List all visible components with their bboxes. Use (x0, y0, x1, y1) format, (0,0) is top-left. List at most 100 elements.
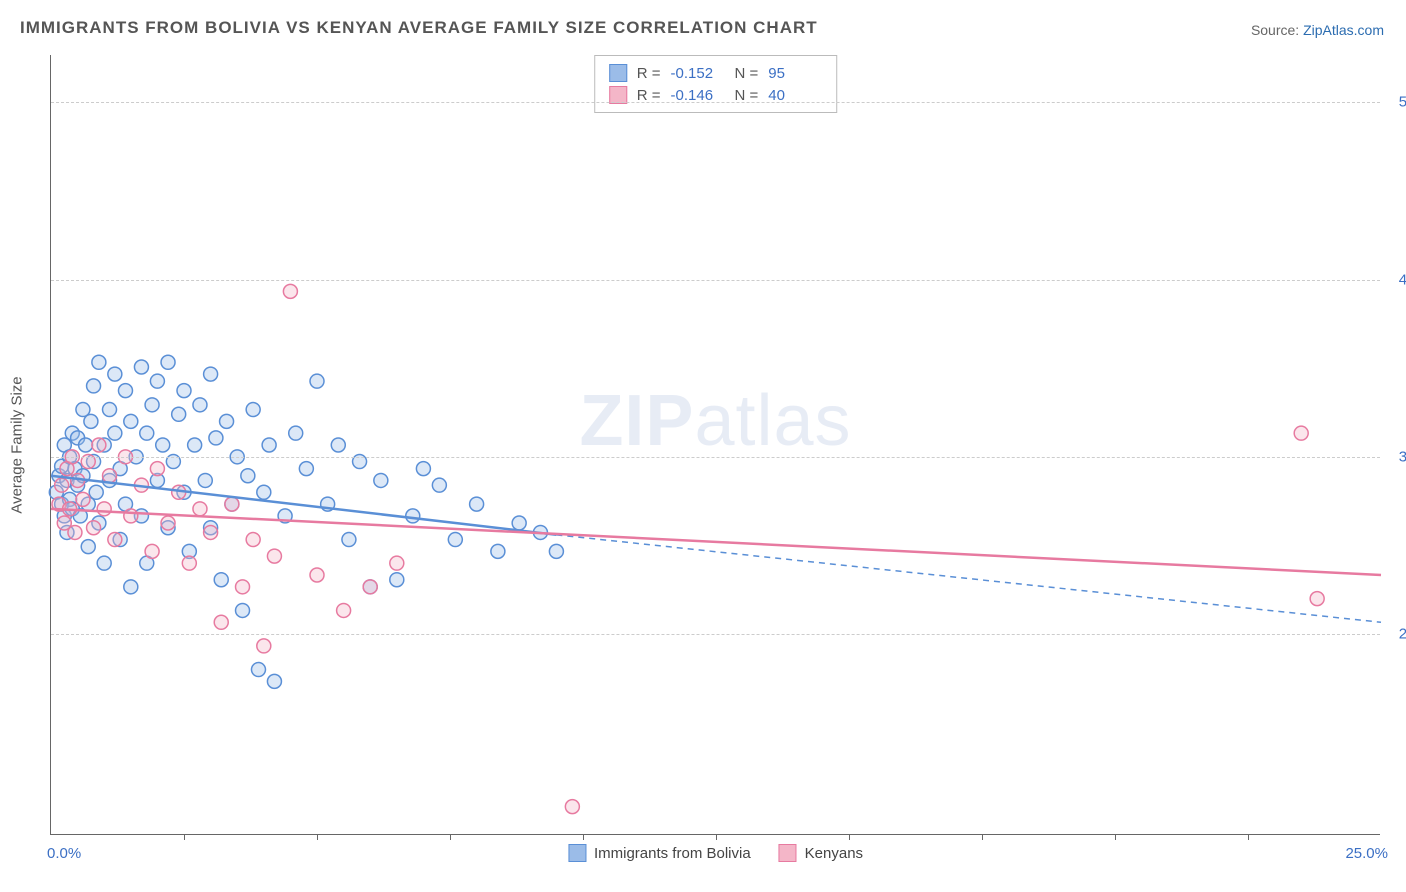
data-point-bolivia (257, 485, 271, 499)
data-point-kenyans (236, 580, 250, 594)
data-point-bolivia (390, 573, 404, 587)
data-point-bolivia (416, 462, 430, 476)
data-point-bolivia (512, 516, 526, 530)
data-point-bolivia (251, 663, 265, 677)
data-point-bolivia (92, 355, 106, 369)
source-link[interactable]: ZipAtlas.com (1303, 22, 1384, 38)
scatter-plot-area: Average Family Size ZIPatlas R = -0.152 … (50, 55, 1380, 835)
data-point-kenyans (87, 521, 101, 535)
x-tick (982, 834, 983, 840)
data-point-bolivia (161, 355, 175, 369)
data-point-bolivia (204, 367, 218, 381)
data-point-kenyans (68, 525, 82, 539)
data-point-bolivia (310, 374, 324, 388)
gridline (51, 634, 1380, 635)
data-point-bolivia (81, 540, 95, 554)
data-point-bolivia (214, 573, 228, 587)
x-tick (1248, 834, 1249, 840)
legend-item-kenyans: Kenyans (779, 844, 863, 862)
data-point-bolivia (134, 360, 148, 374)
data-point-kenyans (108, 533, 122, 547)
data-point-kenyans (1294, 426, 1308, 440)
data-point-bolivia (79, 438, 93, 452)
data-point-bolivia (172, 407, 186, 421)
data-point-bolivia (262, 438, 276, 452)
data-point-kenyans (565, 800, 579, 814)
source-attribution: Source: ZipAtlas.com (1251, 22, 1384, 38)
data-point-bolivia (374, 473, 388, 487)
swatch-kenyans-icon (779, 844, 797, 862)
y-tick-label: 2.75 (1399, 626, 1406, 643)
gridline (51, 457, 1380, 458)
scatter-svg (51, 55, 1381, 835)
data-point-kenyans (257, 639, 271, 653)
data-point-kenyans (310, 568, 324, 582)
x-tick (849, 834, 850, 840)
y-axis-label: Average Family Size (9, 376, 26, 513)
data-point-bolivia (406, 509, 420, 523)
data-point-kenyans (267, 549, 281, 563)
swatch-bolivia-icon (568, 844, 586, 862)
data-point-kenyans (161, 516, 175, 530)
data-point-kenyans (225, 497, 239, 511)
data-point-bolivia (470, 497, 484, 511)
data-point-bolivia (140, 426, 154, 440)
y-tick-label: 5.00 (1399, 94, 1406, 111)
data-point-bolivia (193, 398, 207, 412)
data-point-kenyans (246, 533, 260, 547)
data-point-bolivia (432, 478, 446, 492)
x-tick (583, 834, 584, 840)
data-point-bolivia (331, 438, 345, 452)
data-point-kenyans (204, 525, 218, 539)
trend-line (556, 535, 1381, 622)
data-point-bolivia (108, 426, 122, 440)
data-point-kenyans (124, 509, 138, 523)
legend-label-bolivia: Immigrants from Bolivia (594, 845, 751, 862)
data-point-kenyans (182, 556, 196, 570)
data-point-bolivia (289, 426, 303, 440)
data-point-bolivia (118, 384, 132, 398)
data-point-bolivia (177, 384, 191, 398)
data-point-bolivia (150, 374, 164, 388)
data-point-bolivia (549, 544, 563, 558)
data-point-bolivia (89, 485, 103, 499)
x-tick (317, 834, 318, 840)
data-point-bolivia (241, 469, 255, 483)
y-tick-label: 3.50 (1399, 448, 1406, 465)
gridline (51, 102, 1380, 103)
x-tick (450, 834, 451, 840)
x-axis-min-label: 0.0% (47, 845, 81, 862)
source-label: Source: (1251, 22, 1299, 38)
chart-title: IMMIGRANTS FROM BOLIVIA VS KENYAN AVERAG… (20, 18, 818, 38)
data-point-bolivia (236, 603, 250, 617)
x-tick (184, 834, 185, 840)
data-point-kenyans (76, 492, 90, 506)
data-point-bolivia (124, 414, 138, 428)
data-point-kenyans (283, 284, 297, 298)
data-point-bolivia (209, 431, 223, 445)
data-point-kenyans (103, 469, 117, 483)
series-legend: Immigrants from Bolivia Kenyans (568, 844, 863, 862)
legend-item-bolivia: Immigrants from Bolivia (568, 844, 751, 862)
x-tick (1115, 834, 1116, 840)
x-tick (716, 834, 717, 840)
data-point-bolivia (188, 438, 202, 452)
data-point-bolivia (108, 367, 122, 381)
data-point-bolivia (342, 533, 356, 547)
x-axis-max-label: 25.0% (1345, 845, 1388, 862)
data-point-kenyans (363, 580, 377, 594)
data-point-bolivia (491, 544, 505, 558)
data-point-bolivia (220, 414, 234, 428)
data-point-kenyans (97, 502, 111, 516)
data-point-kenyans (1310, 592, 1324, 606)
data-point-kenyans (55, 478, 69, 492)
data-point-bolivia (124, 580, 138, 594)
data-point-bolivia (97, 556, 111, 570)
data-point-kenyans (150, 462, 164, 476)
data-point-bolivia (103, 403, 117, 417)
data-point-bolivia (84, 414, 98, 428)
data-point-bolivia (267, 674, 281, 688)
gridline (51, 280, 1380, 281)
y-tick-label: 4.25 (1399, 271, 1406, 288)
data-point-kenyans (145, 544, 159, 558)
